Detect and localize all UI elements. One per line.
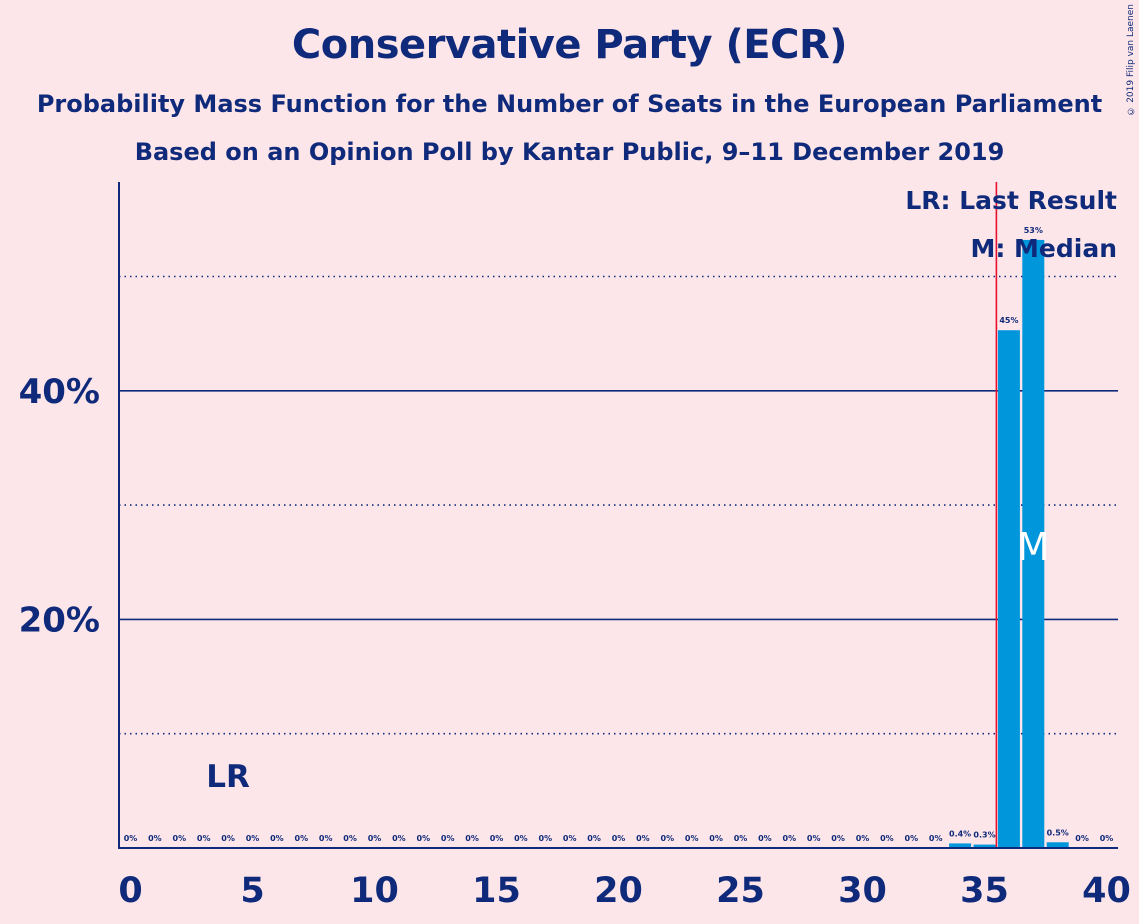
y-tick-labels: 20% 40%: [19, 372, 100, 641]
bar-seats-34: [949, 843, 972, 848]
x-tick-20: 20: [594, 871, 643, 911]
bar-label-seats-30: 0%: [856, 834, 870, 843]
bar-label-seats-27: 0%: [783, 834, 797, 843]
bar-label-seats-12: 0%: [417, 834, 431, 843]
legend-last-result: LR: Last Result: [905, 186, 1117, 215]
bar-label-seats-0: 0%: [124, 834, 138, 843]
bar-label-seats-19: 0%: [587, 834, 601, 843]
last-result-marker: LR: [206, 759, 250, 795]
bar-label-seats-21: 0%: [636, 834, 650, 843]
bar-label-seats-11: 0%: [392, 834, 406, 843]
x-tick-25: 25: [716, 871, 765, 911]
x-tick-40: 40: [1082, 871, 1131, 911]
x-tick-10: 10: [350, 871, 399, 911]
x-tick-0: 0: [118, 871, 142, 911]
bar-label-seats-24: 0%: [709, 834, 723, 843]
y-tick-40: 40%: [19, 372, 100, 412]
bar-label-seats-13: 0%: [441, 834, 455, 843]
bar-label-seats-16: 0%: [514, 834, 528, 843]
bar-seats-36: [997, 330, 1020, 848]
bar-label-seats-35: 0.3%: [973, 831, 995, 840]
bar-label-seats-32: 0%: [905, 834, 919, 843]
bar-label-seats-9: 0%: [343, 834, 357, 843]
bar-label-seats-3: 0%: [197, 834, 211, 843]
bar-label-seats-1: 0%: [148, 834, 162, 843]
bar-label-seats-31: 0%: [880, 834, 894, 843]
bar-label-seats-36: 45%: [999, 316, 1018, 325]
bar-seats-35: [973, 844, 996, 848]
legend-median: M: Median: [970, 234, 1117, 263]
bar-label-seats-15: 0%: [490, 834, 504, 843]
bar-label-seats-20: 0%: [612, 834, 626, 843]
x-tick-35: 35: [960, 871, 1009, 911]
bar-label-seats-8: 0%: [319, 834, 333, 843]
bar-label-seats-39: 0%: [1075, 834, 1089, 843]
bar-seats-38: [1046, 842, 1069, 848]
x-tick-30: 30: [838, 871, 887, 911]
x-tick-5: 5: [240, 871, 264, 911]
bar-label-seats-14: 0%: [465, 834, 479, 843]
bar-label-seats-4: 0%: [221, 834, 235, 843]
bar-labels: 0% 0% 0% 0% 0% 0% 0% 0% 0% 0% 0% 0% 0% 0% 0% 0% 0% 0% 0% 0%…: [124, 226, 1114, 843]
bar-label-seats-29: 0%: [831, 834, 845, 843]
bar-label-seats-5: 0%: [246, 834, 260, 843]
bar-label-seats-18: 0%: [563, 834, 577, 843]
bars: [949, 239, 1069, 848]
bar-label-seats-40: 0%: [1100, 834, 1114, 843]
chart-title: Conservative Party (ECR): [291, 22, 848, 68]
median-marker: M: [1017, 525, 1050, 569]
bar-label-seats-25: 0%: [734, 834, 748, 843]
bar-label-seats-26: 0%: [758, 834, 772, 843]
gridlines: [119, 275, 1118, 735]
x-tick-labels: 0 5 10 15 20 25 30 35 40: [118, 871, 1131, 911]
bar-label-seats-34: 0.4%: [949, 829, 971, 838]
bar-label-seats-37: 53%: [1024, 226, 1043, 235]
bar-seats-37: [1022, 239, 1045, 848]
chart-source-line: Based on an Opinion Poll by Kantar Publi…: [134, 138, 1005, 166]
bar-label-seats-22: 0%: [661, 834, 675, 843]
bar-label-seats-28: 0%: [807, 834, 821, 843]
chart-subtitle: Probability Mass Function for the Number…: [36, 90, 1103, 118]
bar-label-seats-10: 0%: [368, 834, 382, 843]
x-tick-15: 15: [472, 871, 521, 911]
bar-label-seats-33: 0%: [929, 834, 943, 843]
bar-label-seats-6: 0%: [270, 834, 284, 843]
bar-label-seats-17: 0%: [539, 834, 553, 843]
y-tick-20: 20%: [19, 600, 100, 640]
bar-label-seats-23: 0%: [685, 834, 699, 843]
bar-label-seats-7: 0%: [295, 834, 309, 843]
bar-label-seats-2: 0%: [173, 834, 187, 843]
bar-label-seats-38: 0.5%: [1047, 828, 1069, 837]
